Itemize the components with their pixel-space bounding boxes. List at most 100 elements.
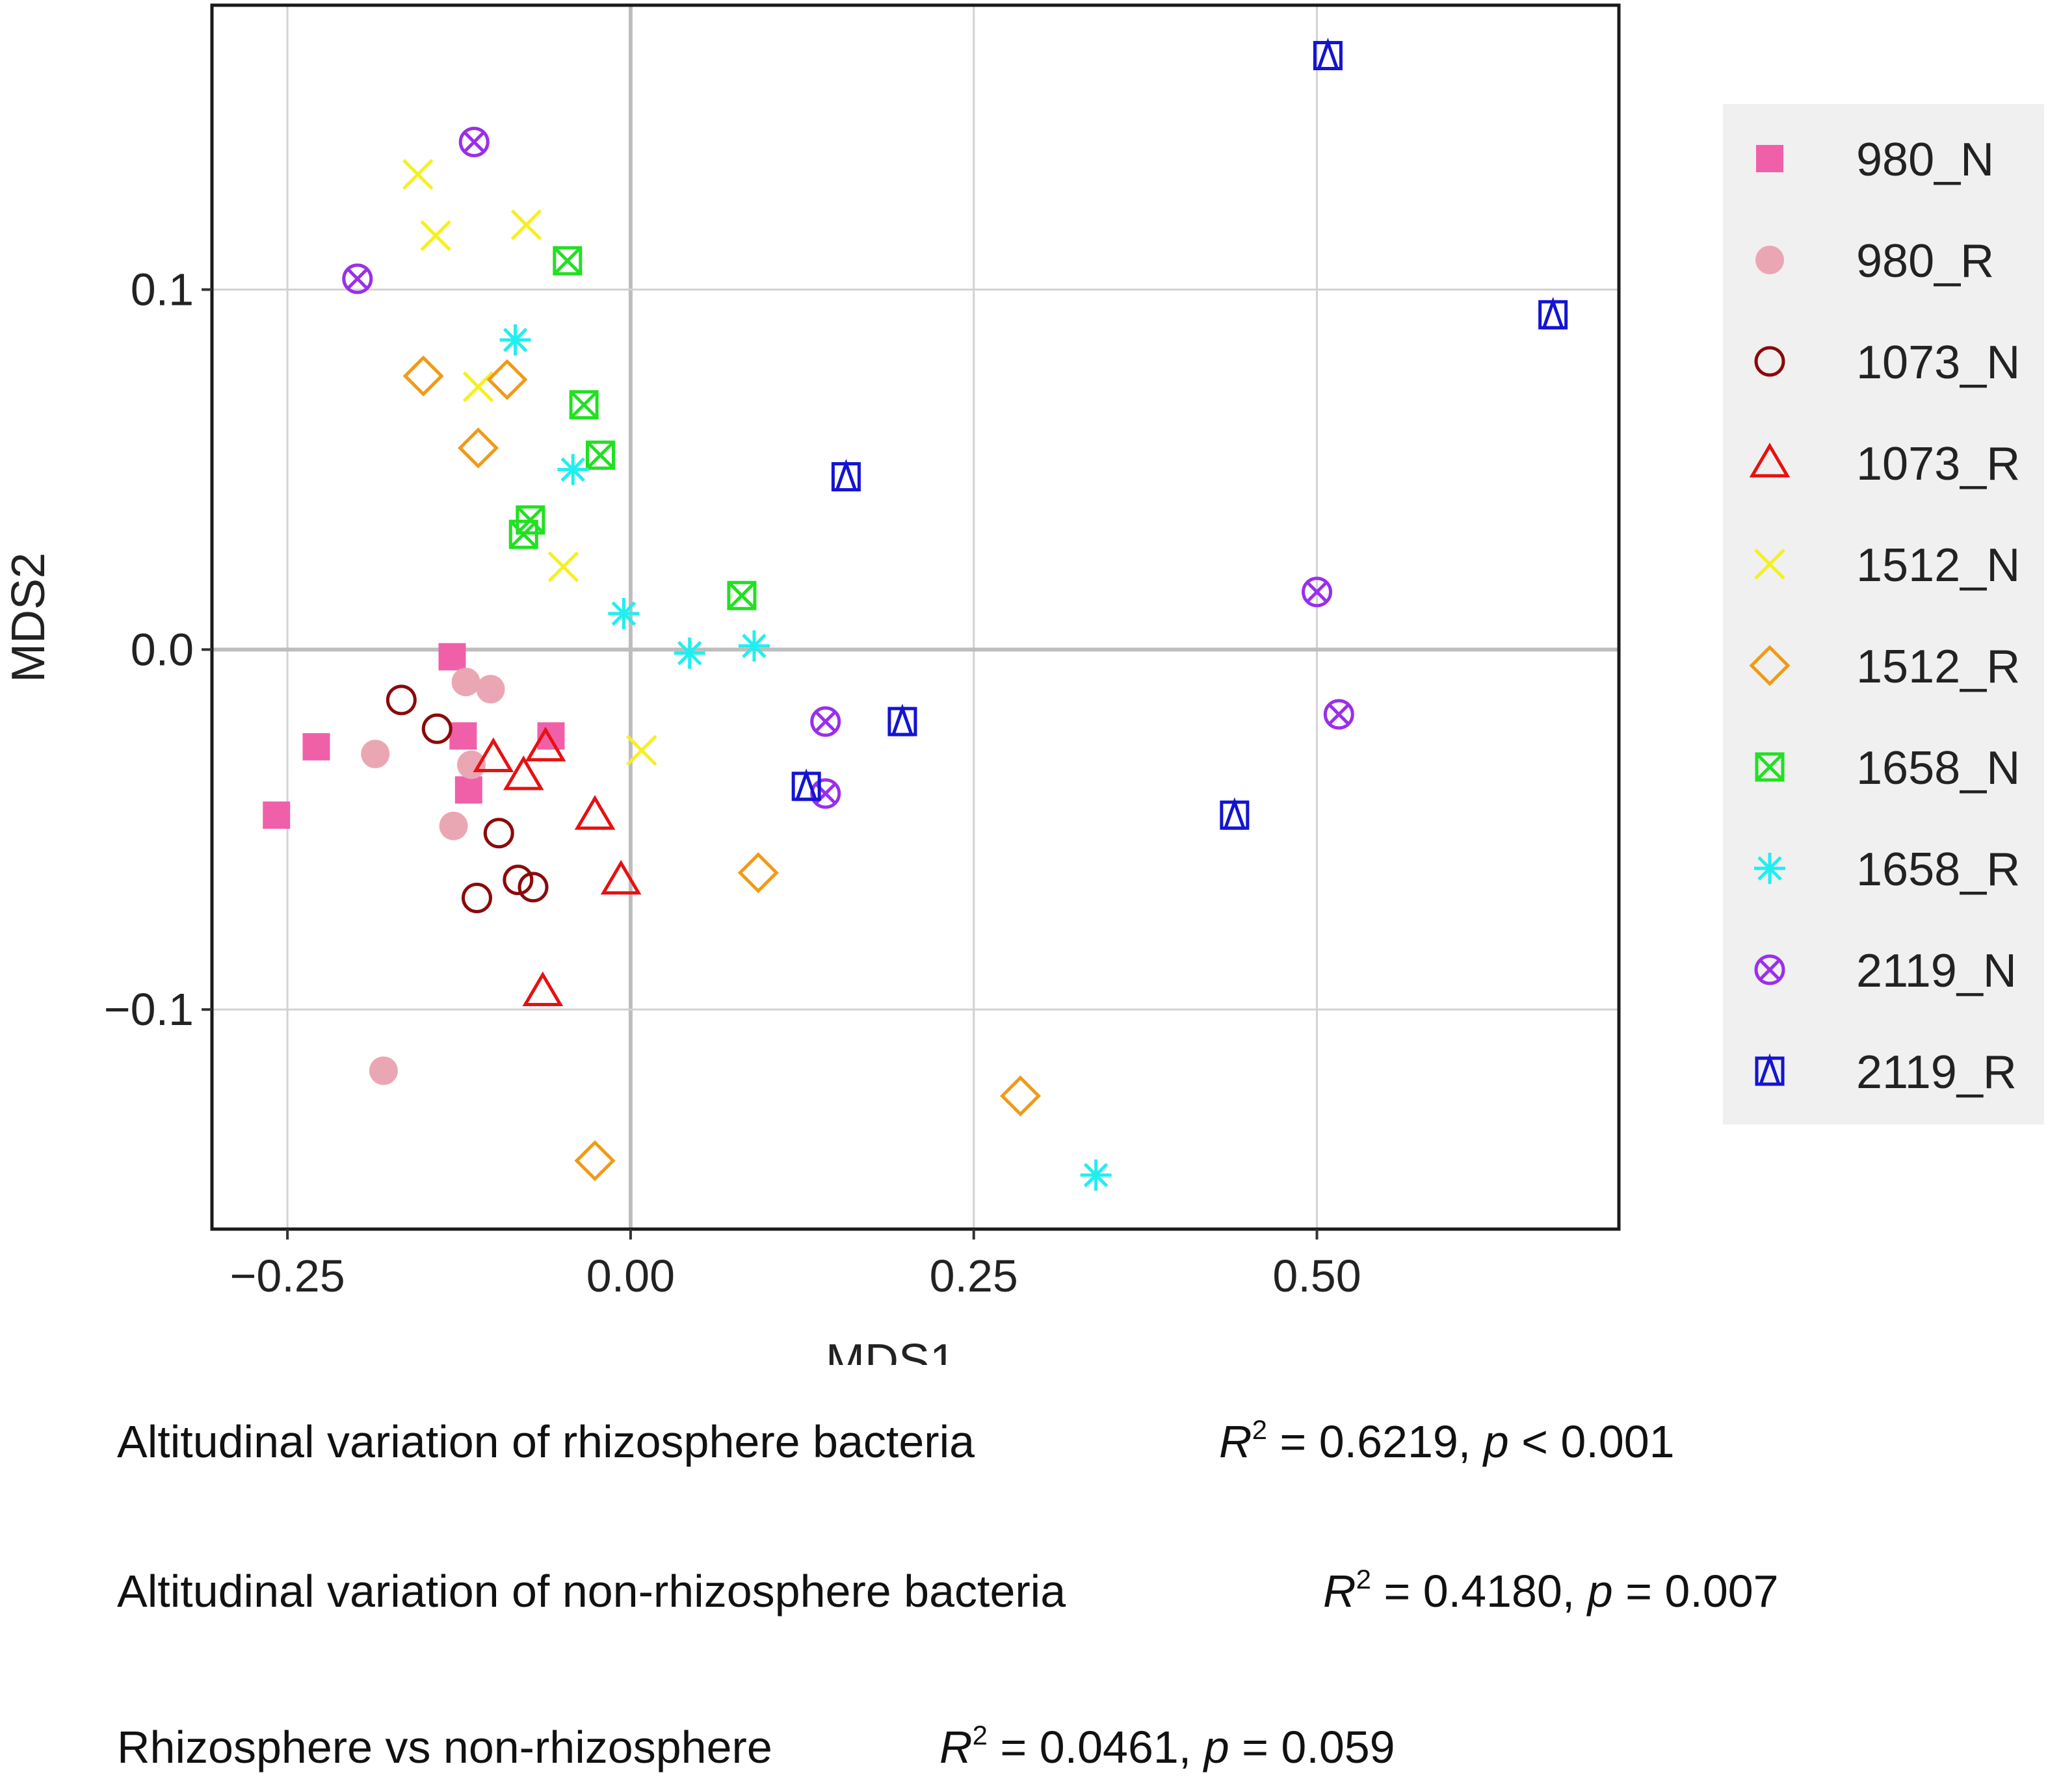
point-1658_N (569, 390, 599, 420)
legend-key-1512_N (1754, 549, 1785, 580)
legend-label: 2119_R (1856, 1046, 2017, 1098)
r2-superscript: 2 (972, 1720, 988, 1750)
legend-label: 1512_R (1856, 641, 2020, 693)
point-2119_R (887, 703, 917, 736)
legend-label: 2119_N (1856, 945, 2017, 997)
r2-symbol: R (1323, 1566, 1356, 1617)
stat-value: R2 = 0.6219, p < 0.001 (1219, 1416, 1675, 1468)
y-tick-label: 0.0 (131, 624, 194, 675)
point-2119_N (1302, 577, 1333, 608)
legend: 980_N 980_R 1073_N 1073_R 1512_N 1512_R 1658_N… (1723, 104, 2044, 1124)
point-1658_R (608, 597, 640, 629)
point-1512_R (737, 852, 779, 894)
point-1073_R (473, 737, 514, 772)
nmds-scatter-chart: −0.25 0.00 0.25 0.50 −0.1 0.0 0.1 MDS1 MDS2 98… (3, 3, 2044, 1365)
point-1512_R (999, 1075, 1042, 1117)
legend-key-1658_R (1754, 853, 1785, 884)
point-1658_N (585, 440, 615, 470)
point-980_N (263, 801, 291, 829)
point-1073_R (600, 859, 642, 895)
point-2119_N (810, 778, 841, 809)
legend-key-2119_R (1755, 1053, 1785, 1086)
point-980_R (439, 811, 468, 840)
point-2119_R (1313, 37, 1343, 71)
point-980_N (454, 776, 482, 804)
legend-key-1658_N (1755, 752, 1785, 782)
point-980_R (451, 668, 480, 697)
legend-label: 1073_R (1856, 438, 2020, 490)
point-1512_R (574, 1140, 616, 1182)
legend-label: 1658_R (1856, 844, 2020, 896)
y-tick-label: −0.1 (104, 984, 194, 1035)
point-1512_N (510, 209, 542, 240)
point-1073_R (574, 795, 616, 830)
p-value: = 0.007 (1625, 1566, 1779, 1617)
point-1512_R (486, 359, 528, 400)
p-symbol: p (1483, 1416, 1509, 1467)
point-1658_R (738, 630, 770, 662)
r2-value: = 0.6219, (1280, 1416, 1471, 1467)
point-1658_N (553, 246, 583, 276)
grid-lines (212, 5, 1619, 1229)
point-1512_R (458, 427, 499, 469)
stat-label: Altitudinal variation of non-rhizosphere… (117, 1566, 1066, 1617)
point-1073_N (461, 882, 492, 913)
point-1512_N (462, 371, 494, 402)
point-1658_R (1080, 1159, 1112, 1191)
legend-label: 980_N (1856, 134, 1994, 186)
legend-key-1073_N (1754, 346, 1785, 377)
r2-superscript: 2 (1252, 1414, 1267, 1445)
legend-key-1073_R (1749, 443, 1791, 478)
point-1512_R (402, 355, 444, 396)
point-1073_N (483, 818, 514, 849)
point-2119_R (831, 458, 861, 492)
point-1658_R (557, 454, 589, 486)
point-980_R (457, 750, 486, 779)
point-2119_N (458, 126, 490, 157)
x-axis-label: MDS1 (826, 1335, 956, 1365)
point-1658_R (674, 637, 705, 669)
stat-value: R2 = 0.4180, p = 0.007 (1323, 1565, 1779, 1617)
point-1073_R (522, 971, 564, 1006)
axis-ticks: −0.25 0.00 0.25 0.50 −0.1 0.0 0.1 (104, 265, 1361, 1301)
point-1073_R (525, 726, 566, 762)
plot-panel-border (210, 3, 1621, 1231)
data-points (263, 37, 1568, 1191)
r2-symbol: R (939, 1722, 973, 1773)
point-980_N (438, 643, 466, 671)
point-980_N (449, 722, 477, 750)
point-1073_R (503, 755, 544, 790)
p-symbol: p (1203, 1722, 1229, 1773)
legend-label: 1073_N (1856, 337, 2020, 389)
stat-label: Altitudinal variation of rhizosphere bac… (117, 1416, 975, 1467)
point-980_N (302, 733, 330, 760)
x-tick-label: 0.00 (586, 1251, 675, 1301)
point-1512_N (402, 159, 434, 190)
x-tick-label: 0.50 (1272, 1251, 1361, 1301)
stat-value: R2 = 0.0461, p = 0.059 (939, 1721, 1395, 1773)
point-2119_N (810, 706, 841, 737)
point-2119_R (1538, 296, 1568, 330)
x-tick-label: −0.25 (230, 1251, 345, 1301)
legend-label: 980_R (1856, 235, 1994, 287)
point-1658_N (727, 580, 757, 610)
point-980_R (476, 675, 505, 704)
point-1073_N (386, 684, 417, 716)
y-tick-label: 0.1 (131, 265, 194, 315)
legend-key-980_R (1755, 246, 1784, 274)
r2-superscript: 2 (1356, 1564, 1371, 1594)
point-2119_R (1220, 797, 1250, 830)
legend-background (1723, 104, 2044, 1124)
legend-label: 1658_N (1856, 742, 2020, 794)
p-value: = 0.059 (1242, 1722, 1395, 1773)
legend-label: 1512_N (1856, 539, 2020, 591)
point-2119_R (791, 768, 821, 801)
point-1512_N (547, 551, 579, 582)
p-value: < 0.001 (1521, 1416, 1675, 1467)
point-1073_N (421, 713, 453, 744)
y-axis-label: MDS2 (3, 552, 55, 682)
stat-label: Rhizosphere vs non-rhizosphere (117, 1722, 772, 1773)
legend-key-1512_R (1749, 645, 1791, 686)
point-1073_N (518, 872, 549, 903)
point-1658_R (499, 324, 531, 356)
